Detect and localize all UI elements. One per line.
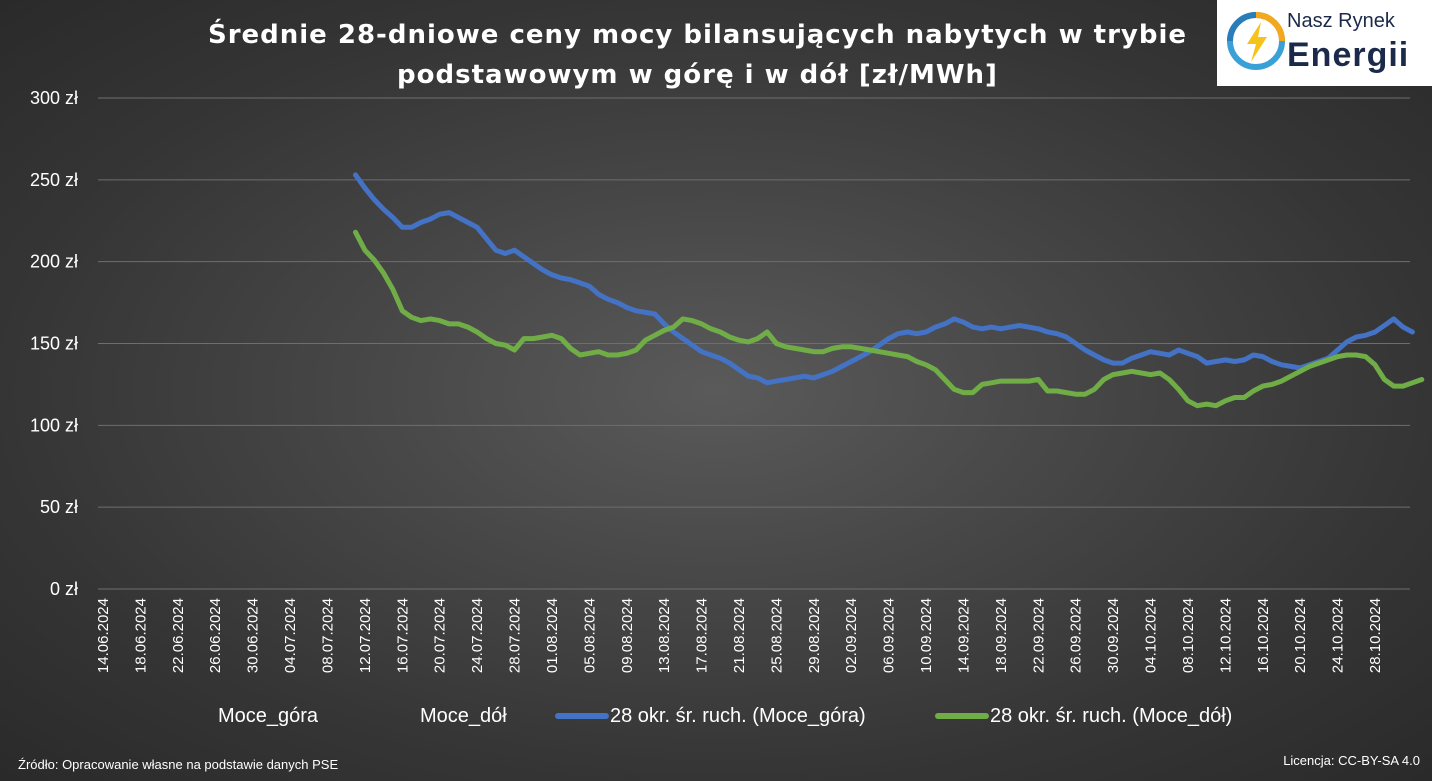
- series-line-moce-dol-ma: [353, 229, 1425, 409]
- gridlines: [98, 97, 1410, 590]
- x-tick-label: 12.07.2024: [357, 598, 374, 673]
- x-tick-label: 02.09.2024: [843, 598, 860, 673]
- legend-item-2: Moce_dół: [420, 705, 507, 727]
- legend-item-1: Moce_góra: [218, 705, 319, 727]
- x-tick-label: 22.06.2024: [170, 598, 187, 673]
- x-tick-label: 18.09.2024: [993, 598, 1010, 673]
- x-tick-label: 08.10.2024: [1180, 598, 1197, 673]
- x-tick-label: 04.10.2024: [1143, 598, 1160, 673]
- x-tick-label: 13.08.2024: [656, 598, 673, 673]
- series-lines: [353, 172, 1425, 409]
- x-tick-label: 04.07.2024: [282, 598, 299, 673]
- x-axis-ticks: 14.06.2024 18.06.2024 22.06.2024 26.06.2024…: [95, 598, 1384, 673]
- y-tick-label: 50 zł: [40, 497, 78, 517]
- legend: Moce_góra Moce_dół 28 okr. śr. ruch. (Moce…: [218, 705, 1232, 727]
- y-tick-label: 0 zł: [50, 579, 78, 599]
- x-tick-label: 25.08.2024: [768, 598, 785, 673]
- legend-item-3: 28 okr. śr. ruch. (Moce_góra): [610, 705, 866, 727]
- y-tick-label: 150 zł: [30, 334, 78, 354]
- x-tick-label: 06.09.2024: [881, 598, 898, 673]
- x-tick-label: 24.10.2024: [1330, 598, 1347, 673]
- y-tick-label: 300 zł: [30, 88, 78, 108]
- x-tick-label: 08.07.2024: [319, 598, 336, 673]
- x-tick-label: 01.08.2024: [544, 598, 561, 673]
- license-note: Licencja: CC-BY-SA 4.0: [1283, 753, 1420, 768]
- series-line-moce-gora-ma: [353, 172, 1415, 386]
- chart-title-line-2: podstawowym w górę i w dół [zł/MWh]: [397, 60, 998, 90]
- source-note: Źródło: Opracowanie własne na podstawie …: [18, 757, 339, 772]
- x-tick-label: 20.07.2024: [432, 598, 449, 673]
- x-tick-label: 30.09.2024: [1105, 598, 1122, 673]
- x-tick-label: 28.07.2024: [507, 598, 524, 673]
- x-tick-label: 16.07.2024: [394, 598, 411, 673]
- x-tick-label: 26.06.2024: [207, 598, 224, 673]
- x-tick-label: 16.10.2024: [1255, 598, 1272, 673]
- legend-item-4: 28 okr. śr. ruch. (Moce_dół): [990, 705, 1232, 727]
- x-tick-label: 22.09.2024: [1030, 598, 1047, 673]
- x-tick-label: 24.07.2024: [469, 598, 486, 673]
- x-tick-label: 14.09.2024: [955, 598, 972, 673]
- logo: Nasz Rynek Energii: [1217, 0, 1432, 86]
- x-tick-label: 09.08.2024: [619, 598, 636, 673]
- x-tick-label: 10.09.2024: [918, 598, 935, 673]
- logo-text-bottom: Energii: [1287, 36, 1410, 74]
- x-tick-label: 28.10.2024: [1367, 598, 1384, 673]
- x-tick-label: 26.09.2024: [1068, 598, 1085, 673]
- x-tick-label: 12.10.2024: [1217, 598, 1234, 673]
- y-tick-label: 200 zł: [30, 252, 78, 272]
- x-tick-label: 20.10.2024: [1292, 598, 1309, 673]
- x-tick-label: 30.06.2024: [245, 598, 262, 673]
- y-tick-label: 100 zł: [30, 415, 78, 435]
- x-tick-label: 17.08.2024: [694, 598, 711, 673]
- logo-text-top: Nasz Rynek: [1287, 10, 1395, 32]
- energy-logo-icon: [1227, 12, 1285, 70]
- x-tick-label: 29.08.2024: [806, 598, 823, 673]
- x-tick-label: 21.08.2024: [731, 598, 748, 673]
- x-tick-label: 14.06.2024: [95, 598, 112, 673]
- y-axis-ticks: 300 zł 250 zł 200 zł 150 zł 100 zł 50 zł 0 zł: [30, 88, 78, 599]
- x-tick-label: 05.08.2024: [581, 598, 598, 673]
- x-tick-label: 18.06.2024: [132, 598, 149, 673]
- chart-title-line-1: Średnie 28-dniowe ceny mocy bilansującyc…: [207, 20, 1188, 50]
- y-tick-label: 250 zł: [30, 170, 78, 190]
